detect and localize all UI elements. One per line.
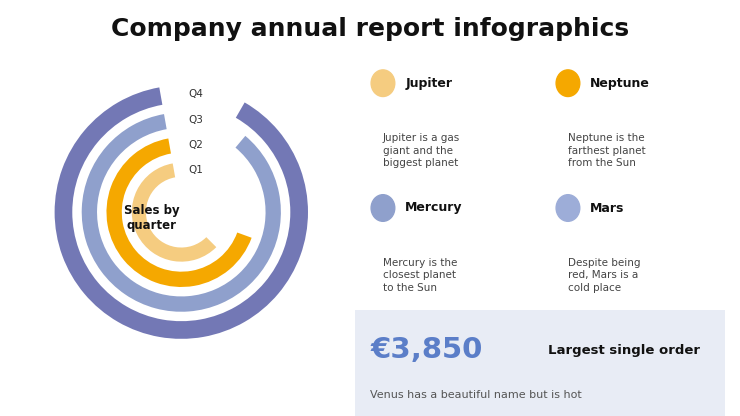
Wedge shape [55,87,308,339]
Text: Mars: Mars [591,201,625,215]
Text: Neptune is the
farthest planet
from the Sun: Neptune is the farthest planet from the … [568,133,645,168]
Text: Jupiter: Jupiter [406,77,452,90]
Text: Mercury: Mercury [406,201,462,215]
Text: Neptune: Neptune [591,77,650,90]
Circle shape [556,70,580,97]
Text: Jupiter is a gas
giant and the
biggest planet: Jupiter is a gas giant and the biggest p… [383,133,460,168]
Wedge shape [81,114,281,312]
Text: Sales by
quarter: Sales by quarter [124,204,180,232]
Circle shape [371,70,395,97]
Text: Despite being
red, Mars is a
cold place: Despite being red, Mars is a cold place [568,258,640,293]
Wedge shape [107,139,252,287]
Text: Mercury is the
closest planet
to the Sun: Mercury is the closest planet to the Sun [383,258,457,293]
Text: €3,850: €3,850 [370,336,482,364]
Wedge shape [132,163,216,262]
Text: Q2: Q2 [189,140,204,150]
Text: Q1: Q1 [189,165,204,175]
FancyBboxPatch shape [355,310,725,416]
Text: Q4: Q4 [189,89,204,99]
Text: Q3: Q3 [189,115,204,125]
Circle shape [556,195,580,221]
Text: Largest single order: Largest single order [548,344,699,357]
Text: Venus has a beautiful name but is hot: Venus has a beautiful name but is hot [370,390,582,400]
Text: Company annual report infographics: Company annual report infographics [111,17,629,41]
Circle shape [371,195,395,221]
